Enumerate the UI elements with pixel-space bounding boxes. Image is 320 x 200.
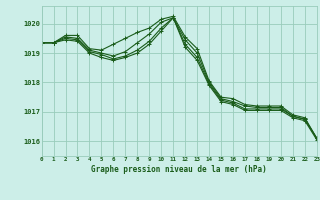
X-axis label: Graphe pression niveau de la mer (hPa): Graphe pression niveau de la mer (hPa) <box>91 165 267 174</box>
